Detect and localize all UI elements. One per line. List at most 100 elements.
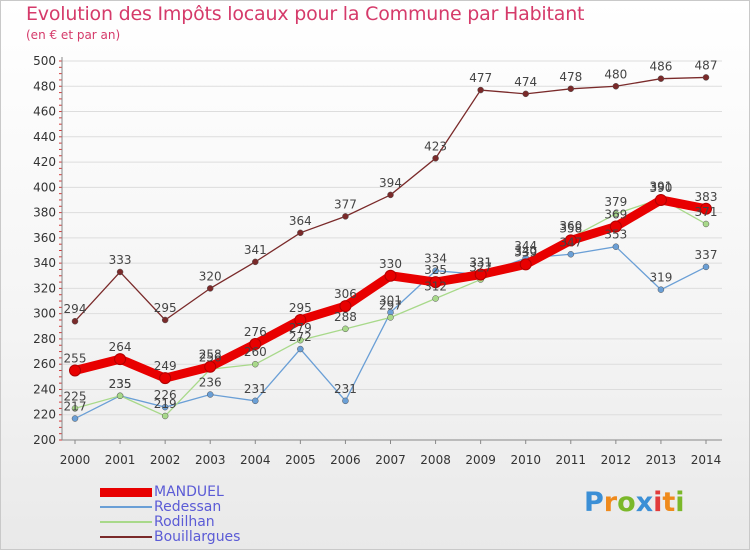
data-point <box>71 317 79 325</box>
data-label: 369 <box>604 207 627 221</box>
data-point <box>474 268 487 281</box>
data-label: 423 <box>424 139 447 153</box>
data-point <box>519 258 532 271</box>
data-label: 474 <box>514 75 537 89</box>
x-tick-label: 2005 <box>285 453 316 467</box>
data-label: 295 <box>154 301 177 315</box>
data-label: 478 <box>559 70 582 84</box>
data-label: 339 <box>514 245 537 259</box>
y-tick-label: 320 <box>33 281 56 295</box>
logo-letter: r <box>603 487 618 518</box>
legend-item: MANDUEL <box>100 484 320 500</box>
data-point <box>612 243 620 250</box>
data-label: 487 <box>695 58 718 72</box>
legend-swatch <box>100 536 152 538</box>
data-label: 295 <box>289 301 312 315</box>
data-label: 319 <box>649 271 672 285</box>
x-tick-label: 2000 <box>60 453 91 467</box>
y-tick-label: 340 <box>33 256 56 270</box>
x-tick-label: 2004 <box>240 453 271 467</box>
data-point <box>297 336 304 344</box>
y-tick-label: 280 <box>33 332 56 346</box>
x-tick-label: 2002 <box>150 453 181 467</box>
x-tick-label: 2010 <box>510 453 541 467</box>
data-point <box>71 405 79 412</box>
data-label: 260 <box>244 345 267 359</box>
data-point <box>206 391 214 398</box>
data-point <box>161 412 169 420</box>
data-point <box>657 286 665 293</box>
legend-swatch <box>100 506 152 508</box>
legend-label: Redessan <box>154 499 222 515</box>
proxiti-logo: Proxiti <box>584 487 685 518</box>
data-label: 279 <box>289 321 312 335</box>
x-tick-label: 2001 <box>105 453 136 467</box>
data-point <box>654 193 667 206</box>
data-point <box>700 202 712 215</box>
y-tick-label: 500 <box>33 54 56 68</box>
data-label: 480 <box>604 67 627 81</box>
data-label: 347 <box>559 235 582 249</box>
logo-letter: i <box>653 487 663 518</box>
data-label: 255 <box>64 352 87 366</box>
data-point <box>384 269 397 282</box>
data-label: 256 <box>199 350 222 364</box>
data-label: 219 <box>154 397 177 411</box>
y-tick-label: 260 <box>33 357 56 371</box>
logo-letter: o <box>617 487 636 518</box>
data-point <box>252 397 259 405</box>
data-label: 297 <box>379 298 402 312</box>
data-label: 383 <box>695 190 718 204</box>
chart-title: Evolution des Impôts locaux pour la Comm… <box>26 3 585 25</box>
x-tick-label: 2013 <box>646 453 677 467</box>
data-label: 235 <box>109 377 132 391</box>
data-label: 236 <box>199 376 222 390</box>
x-tick-label: 2008 <box>420 453 451 467</box>
x-tick-label: 2006 <box>330 453 361 467</box>
data-label: 264 <box>109 340 132 354</box>
legend-item: Bouillargues <box>100 529 320 545</box>
data-point <box>204 360 217 373</box>
x-tick-label: 2012 <box>601 453 632 467</box>
data-point <box>432 267 439 274</box>
data-point <box>159 372 172 385</box>
data-point <box>342 325 349 333</box>
data-label: 394 <box>379 176 402 190</box>
x-tick-label: 2007 <box>375 453 406 467</box>
series-lines <box>69 74 712 422</box>
y-tick-label: 460 <box>33 105 56 119</box>
logo-letter: t <box>662 487 676 518</box>
data-point <box>702 263 710 271</box>
chart-subtitle: (en € et par an) <box>26 28 121 42</box>
data-point <box>657 75 665 82</box>
data-label: 477 <box>469 71 492 85</box>
data-point <box>567 85 575 93</box>
data-label: 272 <box>289 330 312 344</box>
data-point <box>387 314 394 321</box>
legend-label: Rodilhan <box>154 514 215 530</box>
data-label: 371 <box>695 205 718 219</box>
data-label: 330 <box>379 257 402 271</box>
data-point <box>252 258 259 266</box>
data-label: 276 <box>244 325 267 339</box>
axes: 200 220 240 260 280 300 320 340 360 380 400 420 440 4… <box>33 54 722 467</box>
logo-letter: P <box>584 487 604 518</box>
x-tick-label: 2009 <box>465 453 496 467</box>
data-point <box>612 210 620 218</box>
data-point <box>564 234 577 247</box>
data-label: 235 <box>109 377 132 391</box>
data-point <box>342 213 349 220</box>
data-label: 306 <box>334 287 357 301</box>
data-label: 340 <box>514 244 537 258</box>
data-label: 331 <box>469 256 492 270</box>
y-tick-label: 360 <box>33 231 56 245</box>
data-label: 341 <box>244 243 267 257</box>
data-point <box>342 397 349 405</box>
data-point <box>206 285 214 292</box>
x-tick-label: 2011 <box>556 453 587 467</box>
logo-letter: x <box>635 487 654 518</box>
data-point <box>297 229 304 237</box>
grid <box>62 60 722 441</box>
